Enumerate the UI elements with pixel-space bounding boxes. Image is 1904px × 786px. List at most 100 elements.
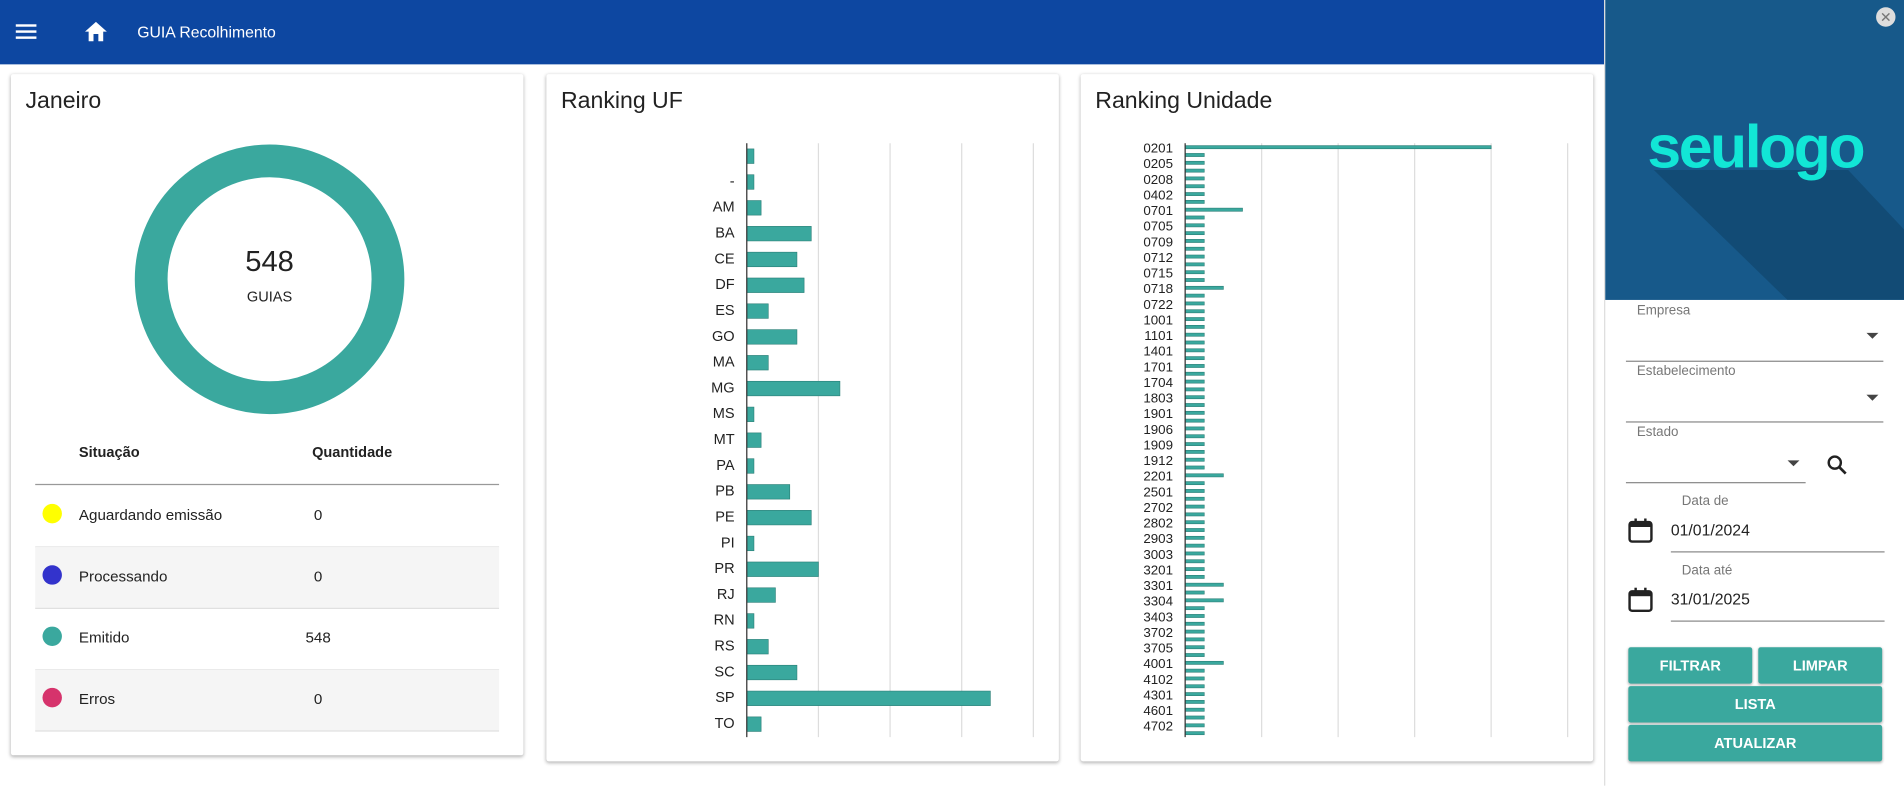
row-quantity: 0: [314, 691, 322, 708]
category-label: 0722: [1143, 297, 1173, 312]
dropdown-arrow[interactable]: [1866, 394, 1879, 402]
bar: [746, 561, 819, 577]
bar: [1184, 543, 1205, 548]
bar: [1184, 465, 1205, 470]
bar: [1184, 528, 1205, 532]
menu-icon[interactable]: [15, 21, 39, 43]
search-icon[interactable]: [1826, 454, 1848, 476]
bar: [1184, 403, 1205, 407]
bar: [1184, 270, 1205, 275]
field-label: Estado: [1636, 425, 1679, 440]
category-label: 1401: [1143, 344, 1173, 359]
bar: [1184, 184, 1205, 189]
category-label: PA: [716, 458, 735, 474]
category-label: 4301: [1143, 687, 1173, 702]
category-label: 1906: [1143, 422, 1173, 437]
bar: [1184, 496, 1205, 501]
bar: [1184, 332, 1205, 337]
bar: [1184, 309, 1205, 314]
table-header: Situação: [79, 445, 140, 461]
category-label: 3201: [1143, 562, 1173, 577]
field-value[interactable]: 01/01/2024: [1670, 520, 1750, 540]
bar: [1184, 379, 1205, 384]
category-label: 3702: [1143, 625, 1173, 640]
donut-total-label: GUIAS: [247, 289, 293, 305]
category-label: 3003: [1143, 547, 1173, 562]
bar: [1184, 598, 1224, 603]
bar: [1184, 254, 1205, 259]
legend-dot: [42, 687, 62, 708]
bar: [746, 200, 762, 216]
category-label: 3304: [1143, 594, 1173, 609]
bar: [746, 484, 791, 500]
bar: [1184, 239, 1205, 243]
bar: [1184, 520, 1205, 525]
category-label: TO: [715, 716, 735, 732]
field-value[interactable]: 31/01/2025: [1670, 590, 1750, 609]
bar: [1184, 168, 1205, 173]
filter-button[interactable]: FILTRAR: [1628, 647, 1753, 684]
bar: [1184, 207, 1243, 212]
category-label: GO: [712, 329, 735, 345]
bar: [1184, 575, 1205, 579]
category-label: 0709: [1143, 234, 1173, 249]
close-button[interactable]: [1875, 6, 1897, 28]
uf-card: Ranking UF: [546, 74, 1059, 762]
bar: [1184, 481, 1205, 486]
bar: [1184, 301, 1205, 306]
bar: [1184, 676, 1205, 681]
row-name: Processando: [79, 568, 167, 585]
category-label: 3705: [1143, 641, 1173, 656]
field-underline: [1625, 421, 1884, 423]
calendar-icon[interactable]: [1627, 587, 1654, 614]
bar: [746, 664, 798, 681]
row-name: Emitido: [79, 630, 130, 647]
bar: [1184, 450, 1205, 454]
bar: [1184, 559, 1205, 564]
dropdown-arrow[interactable]: [1787, 460, 1800, 467]
refresh-button[interactable]: ATUALIZAR: [1628, 724, 1883, 762]
category-label: PI: [721, 535, 735, 551]
bar: [1184, 434, 1205, 439]
table-row-bg: [35, 669, 500, 732]
category-label: SP: [715, 690, 734, 706]
category-label: 1001: [1143, 312, 1173, 327]
calendar-icon[interactable]: [1627, 517, 1654, 544]
category-label: MG: [711, 380, 734, 396]
field-label: Data até: [1681, 563, 1733, 579]
bar: [1184, 176, 1205, 181]
bar: [746, 251, 798, 268]
bar: [746, 510, 812, 526]
bar: [1184, 489, 1205, 493]
bar: [1184, 621, 1205, 626]
clear-button[interactable]: LIMPAR: [1758, 647, 1883, 684]
bar: [1184, 348, 1205, 353]
bar: [1184, 715, 1205, 720]
bar: [1184, 606, 1205, 611]
bar: [1184, 731, 1205, 736]
table-row-bg: [35, 547, 500, 609]
category-label: 0201: [1143, 141, 1173, 156]
bar: [1184, 364, 1205, 368]
category-label: BA: [715, 225, 735, 241]
bar: [1184, 278, 1205, 282]
bar: [746, 303, 769, 319]
category-label: 4102: [1143, 672, 1173, 687]
category-label: 1909: [1143, 437, 1173, 452]
bar: [1184, 200, 1205, 204]
list-button[interactable]: LISTA: [1628, 686, 1883, 723]
month-card: Janeiro: [10, 74, 524, 756]
field-underline: [1625, 482, 1806, 484]
dropdown-arrow[interactable]: [1866, 332, 1879, 340]
bar: [1184, 707, 1205, 712]
bar: [1184, 340, 1205, 345]
category-label: RS: [714, 639, 735, 655]
home-icon[interactable]: [84, 21, 108, 43]
category-label: 1704: [1143, 375, 1173, 390]
logo: seulogo: [1647, 112, 1865, 181]
field-underline: [1670, 620, 1885, 622]
bar: [1184, 145, 1492, 150]
bar: [1184, 614, 1205, 618]
category-label: 2702: [1143, 500, 1173, 515]
legend-dot: [42, 565, 62, 585]
